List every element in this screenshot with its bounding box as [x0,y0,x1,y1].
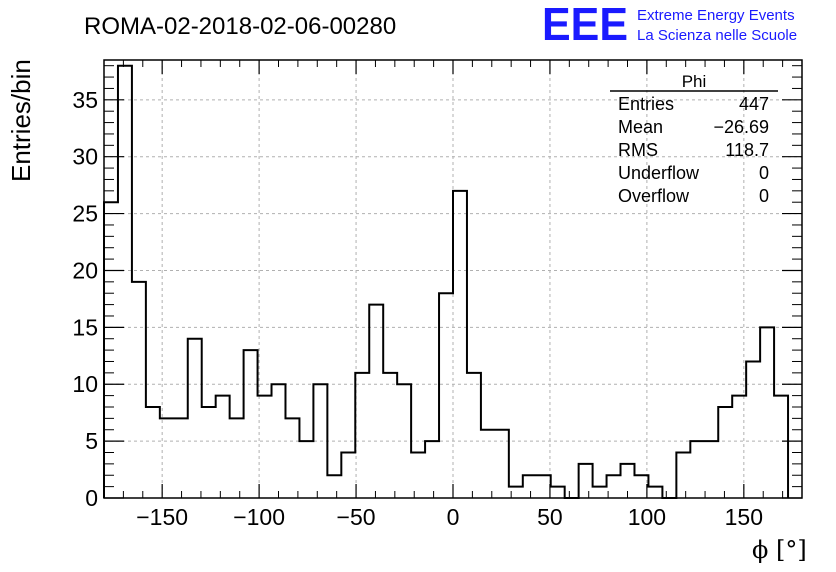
histogram-bin [202,407,216,498]
x-tick-label: −150 [136,504,188,530]
stats-rows: Entries 447 Mean −26.69 RMS 118.7 Underflow 0 Ov… [618,94,769,206]
histogram-bin [411,452,425,498]
histogram-bin [648,487,662,498]
histogram-bin [760,327,774,498]
histogram-bin [523,475,537,498]
histogram-bin [690,441,704,498]
histogram-bin [607,475,621,498]
histogram-bin [369,305,383,498]
x-tick-label: −50 [337,504,376,530]
histogram-step-line [103,64,790,499]
eee-logo: EEE [542,0,628,50]
y-tick-label: 5 [85,428,98,454]
histogram-bin [634,475,648,498]
y-tick-label: 20 [72,257,98,283]
y-tick-label: 25 [72,201,98,227]
histogram-bin [104,202,118,498]
histogram-bin [397,384,411,498]
histogram-bin [174,418,188,498]
stats-box: Phi Entries 447 Mean −26.69 RMS 118.7 Underflo… [610,72,778,206]
stats-label: Entries [618,94,674,114]
x-tick-label: 0 [447,504,460,530]
histogram-bin [676,452,690,498]
stats-value: 0 [759,163,769,183]
histogram-bin [537,475,551,498]
tick-labels: −150 −100 −50 0 50 100 150 0 5 10 15 20 25 30 35 [72,87,763,530]
y-tick-label: 35 [72,87,98,113]
histogram-bin [146,407,160,498]
org-name-line1: Extreme Energy Events [637,7,795,24]
histogram-bin [258,396,272,498]
histogram-bin [621,464,635,498]
x-tick-label: 150 [725,504,763,530]
histogram-bin [118,66,132,498]
histogram-bin [509,487,523,498]
histogram-bin [160,418,174,498]
histogram-bin [704,441,718,498]
histogram-bin [272,384,286,498]
y-tick-label: 10 [72,371,98,397]
stats-value: 447 [739,94,769,114]
y-axis-label: Entries/bin [6,59,36,182]
stats-label: Mean [618,117,663,137]
histogram-bins [104,66,788,498]
stats-value: −26.69 [713,117,769,137]
y-tick-label: 0 [85,485,98,511]
x-axis-label: ϕ [°] [752,536,807,564]
histogram-bin [453,191,467,498]
histogram-bin [285,418,299,498]
stats-label: RMS [618,140,658,160]
plot-frame [103,59,803,499]
histogram-bin [439,293,453,498]
x-tick-label: 50 [537,504,563,530]
histogram-bin [551,487,565,498]
histogram-bin [746,361,760,498]
histogram-bin [299,441,313,498]
axis-ticks [104,60,802,499]
stats-label: Underflow [618,163,700,183]
histogram-bin [188,339,202,498]
histogram-bin [718,407,732,498]
histogram-bin [383,373,397,498]
x-tick-label: −100 [233,504,285,530]
histogram-bin [495,430,509,498]
y-tick-label: 30 [72,144,98,170]
stats-label: Overflow [618,186,690,206]
grid-lines [104,60,802,498]
histogram-bin [230,418,244,498]
histogram-bin [579,464,593,498]
histogram-bin [341,452,355,498]
org-name-line2: La Scienza nelle Scuole [637,27,797,44]
histogram-bin [132,282,146,498]
histogram-bin [244,350,258,498]
histogram-bin [481,430,495,498]
histogram-bin [355,373,369,498]
histogram-bin [216,396,230,498]
histogram-bin [774,396,788,498]
stats-value: 0 [759,186,769,206]
histogram-bin [593,487,607,498]
stats-title: Phi [682,72,707,91]
histogram-bin [425,441,439,498]
histogram-bin [313,384,327,498]
y-tick-label: 15 [72,314,98,340]
histogram-bin [467,373,481,498]
histogram-bin [732,396,746,498]
histogram-bin [327,475,341,498]
run-title: ROMA-02-2018-02-06-00280 [84,13,396,40]
x-tick-label: 100 [628,504,666,530]
stats-value: 118.7 [725,140,769,160]
